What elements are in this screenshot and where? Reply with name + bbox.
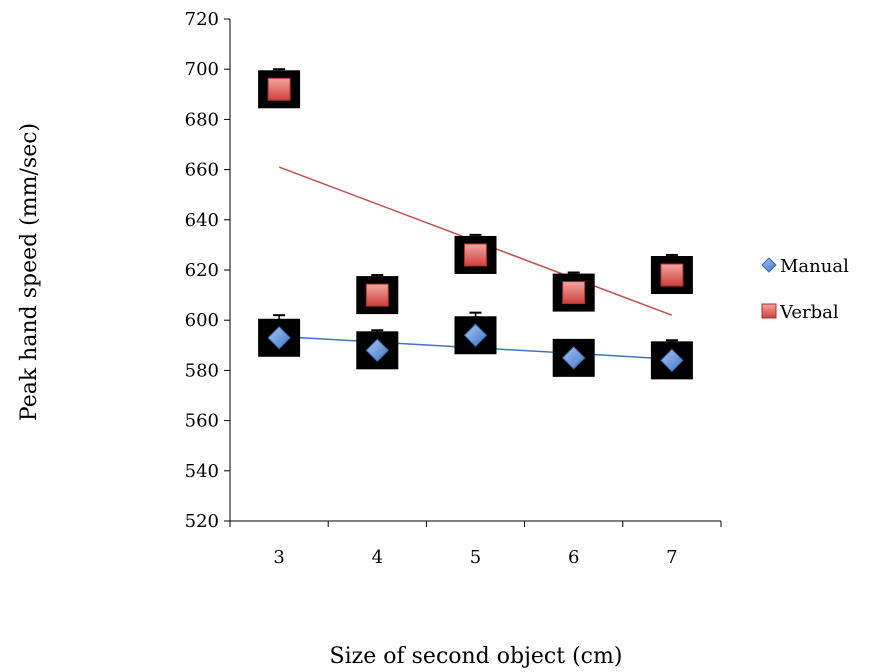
- marker-shadows: [258, 70, 693, 380]
- data-point-verbal: [365, 283, 389, 307]
- y-tick-label: 620: [185, 260, 219, 281]
- data-point-verbal: [464, 243, 487, 267]
- y-axis-title: Peak hand speed (mm/sec): [17, 123, 42, 421]
- data-point-manual: [463, 323, 488, 347]
- data-point-manual: [660, 348, 684, 373]
- error-bars: [273, 68, 678, 361]
- x-tick-label: 6: [568, 547, 579, 568]
- x-tick-label: 3: [273, 547, 284, 568]
- data-point-verbal: [660, 263, 684, 287]
- y-tick-label: 600: [185, 310, 219, 331]
- y-tick-label: 560: [185, 411, 219, 432]
- legend-label-verbal: Verbal: [779, 302, 839, 323]
- y-tick-label: 580: [185, 360, 219, 381]
- x-tick-label: 5: [470, 547, 481, 568]
- x-axis-ticks: 3 4 5 6 7: [229, 521, 722, 568]
- data-point-manual: [267, 326, 291, 350]
- y-tick-label: 700: [185, 59, 219, 80]
- x-tick-label: 4: [372, 547, 383, 568]
- legend-verbal-square-icon: [761, 303, 777, 319]
- legend-item-manual: Manual: [761, 256, 849, 277]
- y-axis-ticks: 520 540 560 580 600 620 640 660 680 700 720: [185, 9, 230, 532]
- y-tick-label: 660: [185, 160, 219, 181]
- data-point-manual: [561, 346, 586, 370]
- y-tick-label: 640: [185, 210, 219, 231]
- legend-manual-diamond-icon: [761, 257, 777, 273]
- legend-label-manual: Manual: [780, 256, 849, 277]
- data-point-verbal: [562, 281, 586, 305]
- data-point-manual: [365, 338, 390, 363]
- y-tick-label: 680: [185, 109, 219, 130]
- x-tick-label: 7: [666, 547, 677, 568]
- legend: Manual Verbal: [761, 256, 849, 323]
- legend-item-verbal: Verbal: [761, 302, 839, 323]
- y-tick-label: 720: [185, 9, 219, 30]
- x-axis-title: Size of second object (cm): [330, 644, 623, 669]
- y-tick-label: 520: [185, 511, 219, 532]
- y-tick-label: 540: [185, 461, 219, 482]
- data-markers: [267, 77, 684, 373]
- data-point-verbal: [267, 77, 291, 101]
